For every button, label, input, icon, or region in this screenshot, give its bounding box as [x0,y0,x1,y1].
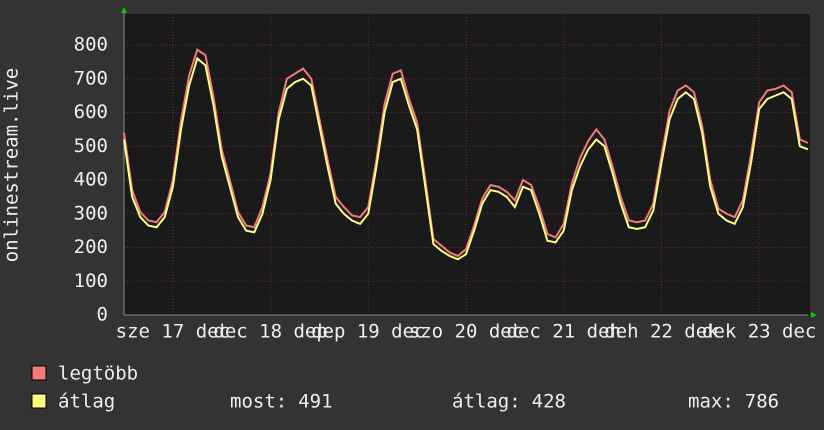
y-tick-label: 400 [74,169,108,191]
stat-label: max: [688,391,734,413]
y-tick-label: 100 [74,270,108,292]
stat-value: 786 [745,391,779,413]
x-tick-label: deh 22 dek [604,321,719,343]
stat-label: most: [230,391,287,413]
legend-swatch [31,365,47,381]
legend-label: átlag [58,391,115,413]
series-line [123,48,809,258]
y-tick-label: 500 [74,135,108,157]
series-line [123,56,809,261]
axis-arrow [121,7,127,13]
axis-arrow [811,312,817,318]
y-tick-label: 0 [97,304,108,326]
y-tick-label: 300 [74,202,108,224]
x-tick-label: dep 19 dec [311,321,425,343]
y-axis-label: onlinestream.live [1,68,23,262]
x-tick-label: dec 18 dep [213,321,327,343]
legend-label: legtöbb [58,363,138,385]
y-tick-label: 200 [74,236,108,258]
x-tick-label: szo 20 dec [409,321,523,343]
legend-swatch [31,393,47,409]
stat-label: átlag: [452,391,521,413]
x-tick-label: dec 21 deh [507,321,621,343]
y-tick-label: 800 [74,34,108,56]
x-tick-label: sze 17 dec [116,321,230,343]
stat-value: 428 [532,391,566,413]
y-tick-label: 600 [74,101,108,123]
plot-area [124,14,810,315]
stat-value: 491 [298,391,332,413]
y-tick-label: 700 [74,67,108,89]
x-tick-label: dek 23 dec [702,321,816,343]
